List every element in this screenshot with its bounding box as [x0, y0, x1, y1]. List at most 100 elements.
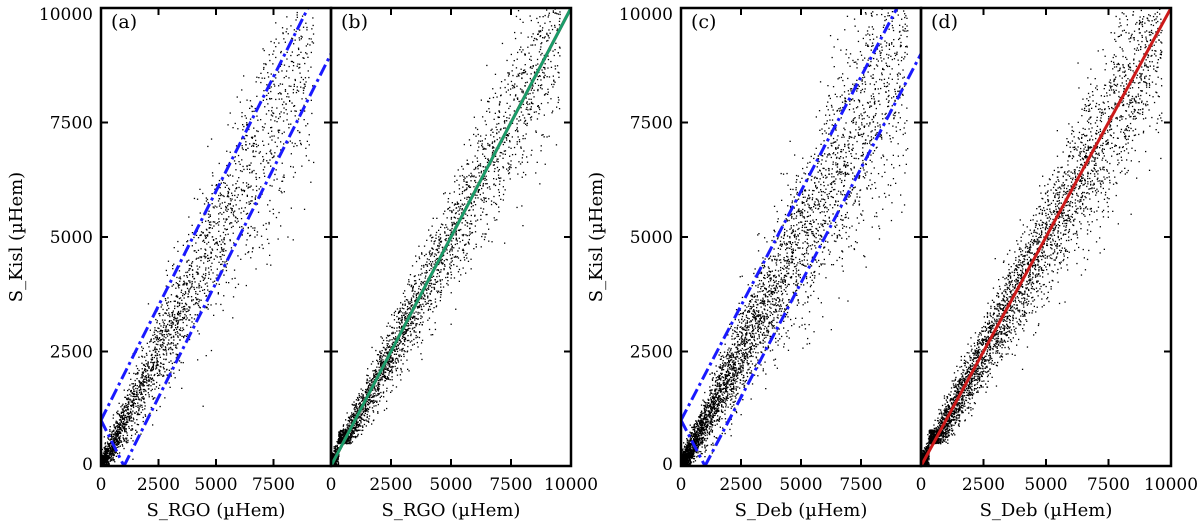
data-point	[258, 177, 261, 179]
data-point	[260, 81, 262, 84]
data-point	[513, 146, 516, 149]
data-point	[409, 318, 411, 320]
data-point	[524, 71, 527, 73]
data-point	[403, 314, 405, 316]
data-point	[205, 267, 207, 269]
data-point	[207, 145, 209, 148]
data-point	[155, 355, 157, 357]
data-point	[159, 405, 161, 408]
data-point	[398, 326, 400, 328]
data-point	[183, 308, 185, 310]
data-point	[157, 361, 159, 363]
data-point	[138, 407, 140, 409]
data-point	[162, 343, 164, 346]
data-point	[458, 280, 460, 282]
data-point	[178, 304, 181, 307]
data-point	[421, 272, 423, 274]
data-point	[104, 448, 106, 450]
data-point	[299, 29, 301, 31]
x-tick-label: 7500	[252, 475, 295, 495]
data-point	[406, 339, 409, 342]
data-point	[436, 290, 438, 292]
data-point	[386, 377, 389, 379]
data-point	[156, 363, 158, 365]
data-point	[116, 411, 118, 413]
data-point	[387, 346, 389, 348]
data-point	[247, 187, 249, 189]
data-point	[426, 292, 428, 294]
data-point	[552, 11, 554, 13]
data-point	[138, 398, 140, 400]
data-point	[413, 343, 415, 345]
data-point	[168, 307, 170, 310]
data-point	[491, 241, 493, 243]
data-point	[157, 375, 159, 377]
data-point	[227, 205, 229, 207]
data-point	[371, 407, 374, 409]
data-point	[525, 108, 527, 110]
data-point	[364, 392, 367, 394]
data-point	[477, 190, 479, 192]
data-point	[195, 297, 197, 299]
data-point	[159, 340, 161, 342]
data-point	[556, 65, 559, 67]
data-point	[243, 190, 245, 193]
data-point	[250, 257, 252, 259]
data-point	[135, 398, 138, 400]
data-point	[448, 234, 450, 236]
data-point	[537, 90, 539, 92]
data-point	[218, 261, 220, 263]
data-point	[106, 448, 108, 450]
data-point	[419, 322, 422, 324]
data-point	[409, 307, 411, 309]
data-point	[492, 96, 495, 99]
data-point	[425, 288, 427, 290]
data-point	[514, 31, 516, 34]
data-point	[106, 458, 108, 460]
data-point	[239, 101, 241, 103]
data-point	[347, 425, 349, 427]
data-point	[119, 415, 121, 418]
data-point	[342, 437, 344, 439]
data-point	[226, 150, 228, 152]
data-point	[465, 213, 467, 215]
data-point	[499, 137, 501, 139]
data-point	[292, 65, 295, 67]
data-point	[148, 378, 150, 380]
data-point	[210, 256, 212, 258]
data-point	[498, 122, 500, 125]
data-point	[391, 314, 393, 316]
data-point	[514, 37, 517, 40]
data-point	[460, 205, 462, 207]
data-point	[439, 296, 442, 298]
data-point	[387, 378, 390, 380]
data-point	[486, 213, 488, 216]
data-point	[106, 459, 108, 461]
data-point	[418, 278, 421, 281]
data-point	[209, 214, 211, 216]
data-point	[543, 72, 545, 74]
data-point	[296, 54, 299, 57]
data-point	[396, 374, 399, 376]
data-point	[353, 401, 355, 403]
data-point	[499, 129, 502, 131]
data-point	[106, 452, 108, 454]
data-point	[134, 403, 136, 405]
data-point	[127, 415, 129, 418]
data-point	[255, 173, 257, 175]
data-point	[265, 113, 268, 115]
data-point	[547, 91, 549, 93]
data-point	[247, 227, 249, 229]
data-point	[175, 346, 177, 349]
data-point	[189, 314, 191, 316]
data-point	[219, 240, 221, 243]
data-point	[356, 436, 358, 438]
data-point	[126, 398, 128, 401]
data-point	[141, 384, 143, 386]
data-point	[230, 207, 232, 209]
data-point	[249, 107, 251, 109]
data-point	[202, 405, 204, 407]
data-point	[229, 174, 231, 176]
data-point	[377, 382, 379, 384]
data-point	[150, 368, 152, 371]
